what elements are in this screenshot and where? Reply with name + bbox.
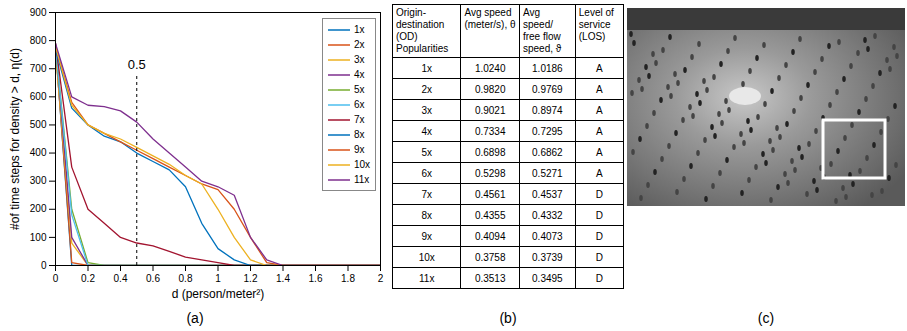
html-text:3x: 3x	[421, 104, 432, 116]
svg-text:0.8: 0.8	[179, 273, 193, 284]
html-text:Origin-destination (OD) Popula: Origin-destination (OD) Popularities	[396, 7, 449, 54]
html-text:0.4561: 0.4561	[474, 188, 506, 200]
html-text:4x: 4x	[421, 125, 432, 137]
svg-text:400: 400	[30, 147, 47, 158]
html-text:11x: 11x	[353, 174, 370, 185]
html-text:7x: 7x	[353, 114, 365, 125]
html-text:0.8974: 0.8974	[532, 104, 563, 116]
html-text:8x: 8x	[421, 209, 432, 221]
html-text:0.3758: 0.3758	[474, 251, 506, 263]
html-text:0.9769: 0.9769	[532, 83, 563, 95]
html-text:Avg speed (meter/s), θ: Avg speed (meter/s), θ	[464, 7, 516, 30]
html-text:1.0240: 1.0240	[474, 62, 506, 74]
html-text:D: D	[595, 272, 603, 284]
html-text:0.3513: 0.3513	[474, 272, 506, 284]
html-text:A: A	[596, 62, 603, 74]
svg-text:0: 0	[53, 273, 59, 284]
svg-text:1.2: 1.2	[244, 273, 258, 284]
html-text:1x: 1x	[421, 62, 432, 74]
svg-text:d (person/meter²): d (person/meter²)	[172, 287, 265, 301]
html-text:3x: 3x	[353, 54, 365, 65]
html-text:6x: 6x	[421, 167, 432, 179]
html-text:7x: 7x	[421, 188, 432, 200]
svg-text:700: 700	[30, 63, 47, 74]
html-text:0.4073: 0.4073	[532, 230, 563, 242]
html-text:5x: 5x	[421, 146, 432, 158]
html-text:D: D	[595, 251, 603, 263]
html-text:4x: 4x	[353, 69, 365, 80]
svg-text:900: 900	[30, 7, 47, 18]
html-text:Level of service (LOS): Level of service (LOS)	[578, 7, 614, 42]
svg-text:800: 800	[30, 35, 47, 46]
html-text:0.3739: 0.3739	[532, 251, 563, 263]
html-text:A: A	[596, 146, 603, 158]
html-text:0.4537: 0.4537	[532, 188, 563, 200]
svg-text:0.2: 0.2	[81, 273, 95, 284]
html-text:11x: 11x	[419, 272, 435, 284]
html-text:1.0186: 1.0186	[532, 62, 563, 74]
svg-text:600: 600	[30, 91, 47, 102]
html-text:Avg speed/ free flow speed, ϑ: Avg speed/ free flow speed, ϑ	[523, 7, 562, 54]
html-text:0.5298: 0.5298	[474, 167, 506, 179]
html-text:A: A	[596, 104, 603, 116]
svg-text:0: 0	[41, 260, 47, 271]
html-text:0.6898: 0.6898	[474, 146, 506, 158]
svg-text:200: 200	[30, 203, 47, 214]
html-text:0.9820: 0.9820	[474, 83, 506, 95]
html-text:0.3495: 0.3495	[532, 272, 563, 284]
html-text:10x: 10x	[353, 159, 370, 170]
html-text:10x: 10x	[418, 251, 435, 263]
html-text:(a): (a)	[186, 310, 204, 326]
html-text:(b): (b)	[499, 310, 517, 326]
html-text:0.7295: 0.7295	[532, 125, 563, 137]
svg-text:2: 2	[378, 273, 384, 284]
svg-text:1.8: 1.8	[341, 273, 355, 284]
html-text:A: A	[596, 83, 603, 95]
svg-text:1: 1	[215, 273, 221, 284]
html-text:0.4355: 0.4355	[474, 209, 506, 221]
svg-text:300: 300	[30, 175, 47, 186]
html-text:9x: 9x	[353, 144, 365, 155]
html-text:A: A	[596, 167, 603, 179]
html-text:1x: 1x	[353, 24, 365, 35]
html-text:D: D	[595, 209, 603, 221]
html-text:D: D	[595, 230, 603, 242]
html-text:A: A	[596, 125, 603, 137]
html-text:0.6862: 0.6862	[532, 146, 563, 158]
html-text:0.4094: 0.4094	[474, 230, 506, 242]
html-text:D: D	[595, 188, 603, 200]
svg-text:0.5: 0.5	[128, 57, 146, 72]
html-text:0.4332: 0.4332	[532, 209, 563, 221]
html-text:9x: 9x	[421, 230, 432, 242]
html-text:6x: 6x	[353, 99, 365, 110]
svg-text:1.6: 1.6	[309, 273, 323, 284]
html-text:8x: 8x	[353, 129, 365, 140]
html-text:(c): (c)	[757, 310, 775, 326]
html-text:0.5271: 0.5271	[532, 167, 563, 179]
svg-text:0.6: 0.6	[146, 273, 160, 284]
svg-text:0.4: 0.4	[114, 273, 128, 284]
svg-text:#of time steps for density > d: #of time steps for density > d, η(d)	[8, 48, 22, 230]
html-text:0.9021: 0.9021	[474, 104, 506, 116]
svg-text:1.4: 1.4	[276, 273, 290, 284]
html-text:2x: 2x	[353, 39, 365, 50]
html-text:0.7334: 0.7334	[474, 125, 506, 137]
svg-text:100: 100	[30, 232, 47, 243]
svg-text:500: 500	[30, 119, 47, 130]
html-text:5x: 5x	[353, 84, 365, 95]
html-text:2x: 2x	[421, 83, 432, 95]
